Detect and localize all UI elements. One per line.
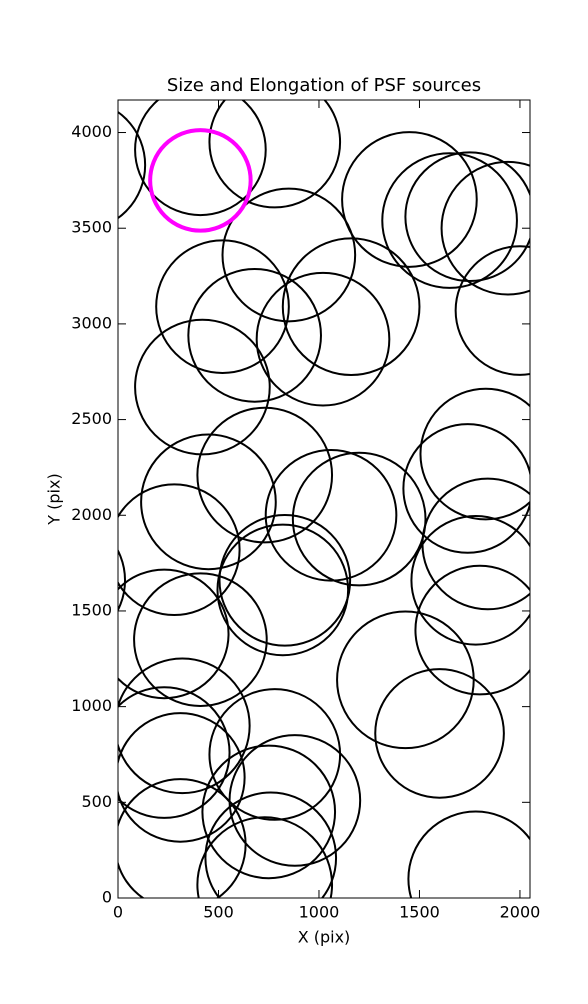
source-ellipse	[140, 433, 277, 571]
source-ellipse	[204, 791, 338, 898]
source-ellipse	[133, 572, 268, 707]
plot-area	[118, 100, 530, 898]
source-ellipse	[440, 160, 530, 296]
x-tick-label: 1500	[399, 903, 440, 922]
source-ellipse	[221, 187, 357, 323]
y-tick-label: 3500	[71, 218, 112, 237]
source-ellipse	[118, 712, 246, 843]
y-tick-label: 1000	[71, 696, 112, 715]
y-tick-label: 1500	[71, 600, 112, 619]
source-ellipse	[187, 268, 322, 403]
source-ellipse	[410, 515, 530, 646]
source-ellipse	[419, 387, 530, 521]
source-ellipse	[402, 423, 530, 554]
source-ellipse	[134, 100, 267, 217]
y-tick-label: 2000	[71, 505, 112, 524]
source-ellipse	[454, 245, 530, 376]
source-ellipse	[148, 128, 253, 233]
x-tick-label: 0	[113, 903, 123, 922]
source-ellipse	[118, 568, 230, 700]
source-ellipse	[264, 448, 398, 582]
y-tick-label: 4000	[71, 122, 112, 141]
y-axis-label: Y (pix)	[45, 473, 64, 525]
source-ellipse	[414, 564, 530, 696]
x-axis-label: X (pix)	[298, 928, 351, 947]
source-ellipse	[155, 239, 290, 374]
source-ellipse	[291, 451, 427, 587]
source-ellipse	[118, 110, 147, 220]
source-ellipse	[381, 152, 518, 289]
y-tick-label: 3000	[71, 313, 112, 332]
source-ellipse	[134, 318, 271, 456]
source-ellipse	[216, 523, 350, 657]
x-tick-label: 500	[203, 903, 234, 922]
source-ellipse	[118, 657, 251, 795]
source-ellipse	[201, 744, 337, 880]
source-ellipse	[281, 237, 421, 377]
x-tick-label: 2000	[500, 903, 541, 922]
x-tick-label: 1000	[299, 903, 340, 922]
source-ellipse	[118, 548, 127, 612]
y-tick-label: 0	[102, 888, 112, 907]
y-tick-label: 500	[81, 792, 112, 811]
source-ellipse	[196, 816, 334, 898]
source-ellipse	[255, 271, 391, 407]
source-ellipse	[218, 514, 352, 647]
axes-frame	[117, 99, 531, 899]
source-ellipse	[118, 483, 241, 617]
source-ellipse	[118, 686, 231, 819]
chart-title: Size and Elongation of PSF sources	[167, 75, 481, 96]
source-ellipse	[196, 406, 334, 544]
source-ellipse	[407, 810, 530, 898]
source-ellipse	[404, 151, 530, 283]
source-ellipse	[208, 100, 342, 209]
source-ellipse	[374, 668, 505, 799]
source-ellipse	[341, 131, 478, 268]
y-tick-label: 2500	[71, 409, 112, 428]
source-ellipse	[118, 778, 247, 898]
